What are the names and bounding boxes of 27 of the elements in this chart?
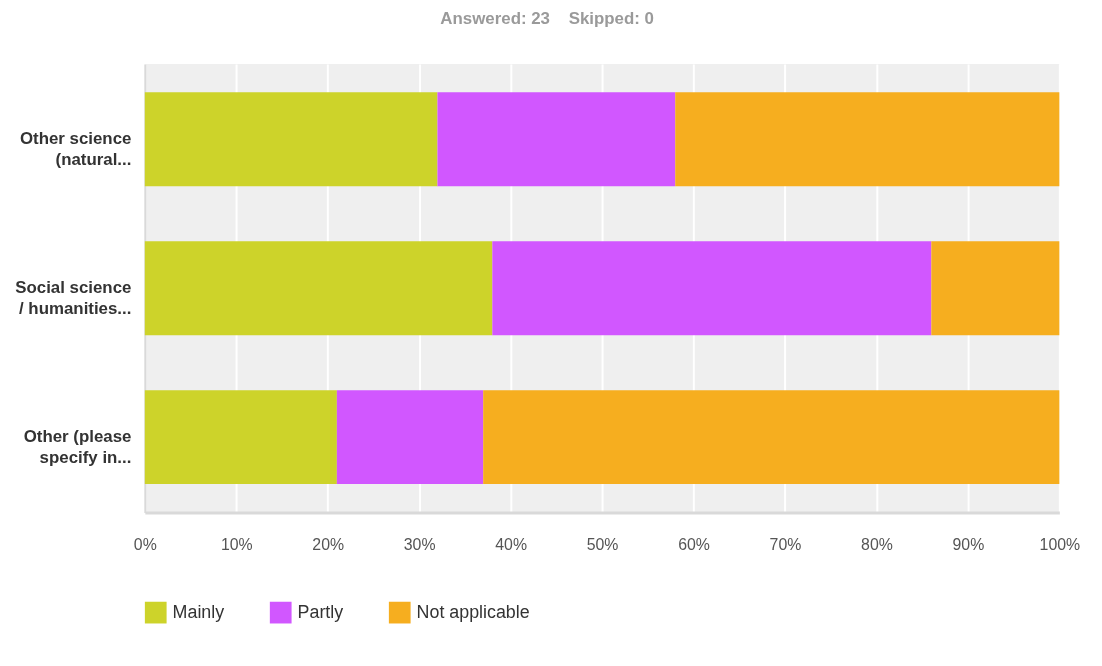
x-tick-label: 10% xyxy=(220,535,253,553)
x-tick-label: 30% xyxy=(403,535,436,553)
x-tick-label: 20% xyxy=(312,535,345,553)
bar xyxy=(492,241,932,336)
legend-label: Not applicable xyxy=(416,601,530,622)
x-tick-label: 50% xyxy=(586,535,619,553)
bar xyxy=(144,241,493,336)
bar xyxy=(336,390,484,485)
y-tick-label: Other science (natural... xyxy=(19,129,132,170)
x-tick-label: 40% xyxy=(495,535,527,553)
y-tick-label: Other (please specify in... xyxy=(23,427,132,467)
bar xyxy=(483,390,1060,485)
y-tick-label: Social science / humanities... xyxy=(15,278,132,319)
legend-label: Partly xyxy=(297,601,344,622)
x-tick-label: 70% xyxy=(769,535,802,553)
x-tick-label: 90% xyxy=(952,535,985,553)
x-tick-label: 80% xyxy=(861,535,893,553)
bar xyxy=(675,92,1060,187)
chart-title: Answered: 23 Skipped: 0 xyxy=(440,9,654,29)
x-tick-label: 60% xyxy=(678,535,710,553)
legend-label: Mainly xyxy=(172,601,225,622)
bar xyxy=(144,92,438,187)
bar xyxy=(437,92,676,187)
bar xyxy=(931,241,1060,336)
x-tick-label: 0% xyxy=(133,535,157,553)
bar xyxy=(144,390,337,485)
x-tick-label: 100% xyxy=(1039,535,1081,553)
